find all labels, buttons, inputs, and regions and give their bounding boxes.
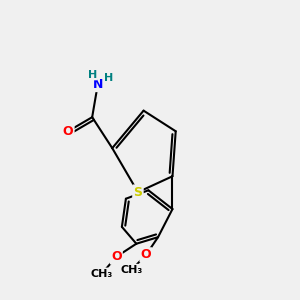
Text: H: H <box>104 73 114 83</box>
Text: S: S <box>134 186 142 199</box>
Text: H: H <box>88 70 97 80</box>
Text: N: N <box>93 78 103 91</box>
Text: CH₃: CH₃ <box>91 269 113 279</box>
Text: CH₃: CH₃ <box>120 265 142 275</box>
Text: O: O <box>63 125 74 138</box>
Text: O: O <box>141 248 151 262</box>
Text: O: O <box>111 250 122 263</box>
